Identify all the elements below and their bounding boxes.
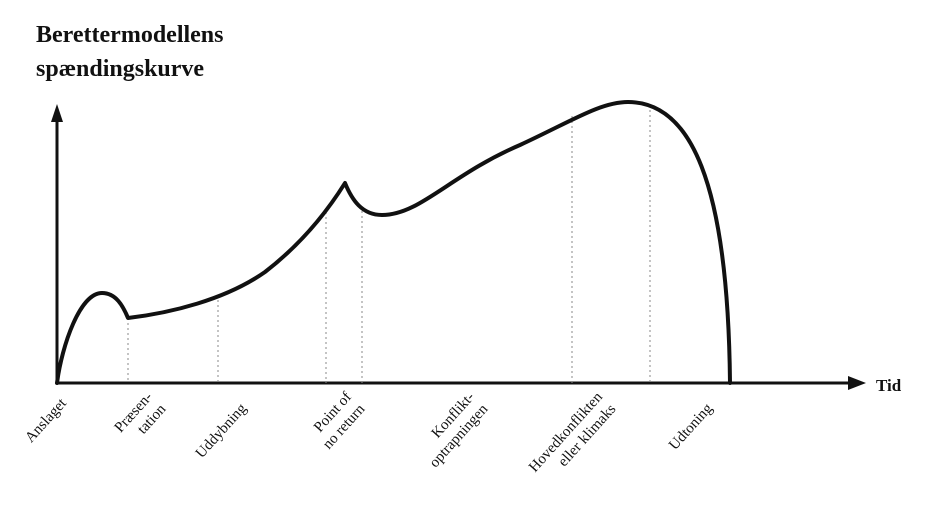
stage-label-line1: Uddybning	[193, 400, 250, 461]
stage-markers	[127, 110, 651, 383]
stage-label-line1: Anslaget	[22, 395, 70, 446]
title-line-1: Berettermodellens	[36, 22, 224, 48]
x-axis-label: Tid	[876, 376, 902, 395]
stage-label-praesentation: Præsen- tation	[112, 389, 170, 437]
title-line-2: spændingskurve	[36, 56, 205, 82]
diagram-title: Berettermodellens spændingskurve	[36, 18, 224, 86]
y-axis-arrow	[51, 104, 63, 122]
x-axis-arrow	[848, 376, 866, 390]
tension-curve	[55, 100, 732, 385]
stage-label-hovedkonflikten: Hovedkonflikten eller klimaks	[526, 389, 619, 476]
stage-label-uddybning: Uddybning	[193, 400, 250, 461]
stage-label-udtoning: Udtoning	[666, 400, 716, 453]
stage-label-point-of-no-return: Point of no return	[311, 389, 369, 452]
stage-label-anslaget: Anslaget	[22, 395, 70, 446]
stage-label-line1: Udtoning	[666, 400, 716, 453]
stage-label-konfliktoptrapningen: Konflikt- optrapningen	[427, 389, 492, 471]
